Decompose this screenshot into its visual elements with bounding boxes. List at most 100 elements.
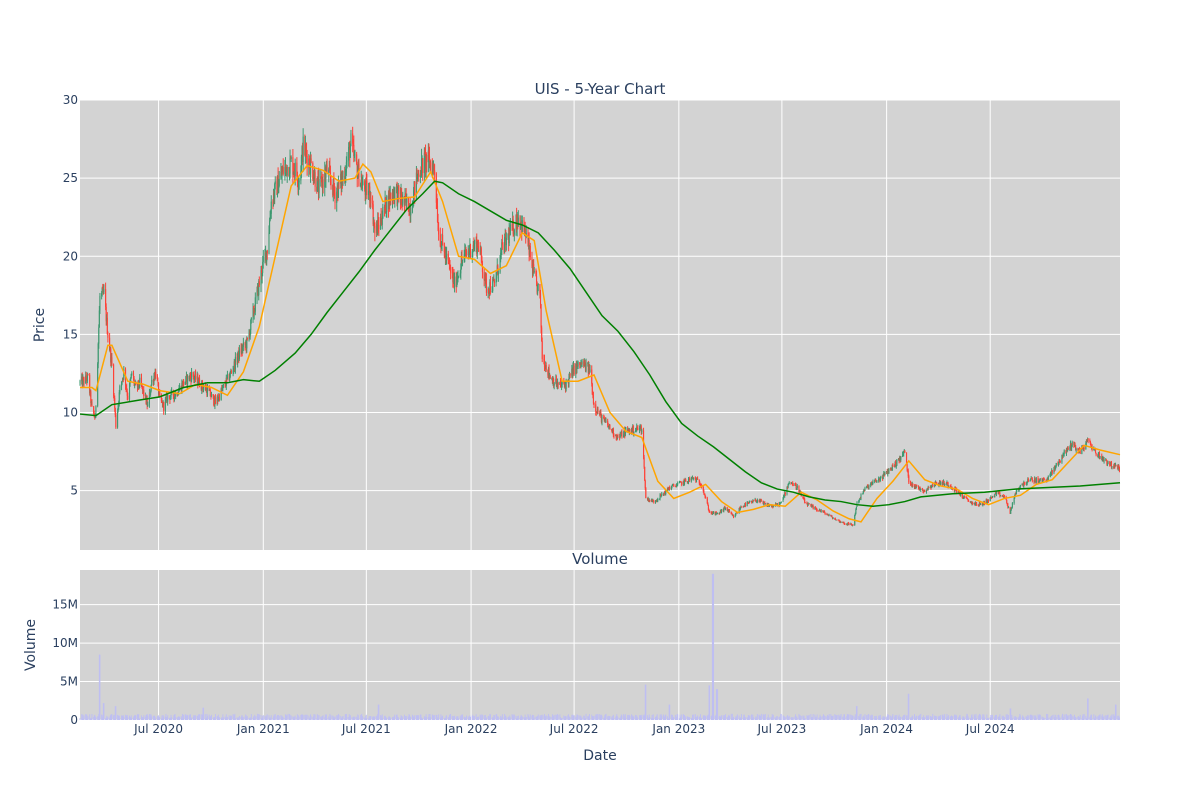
candlestick: [458, 276, 459, 279]
candlestick: [976, 502, 977, 506]
candlestick: [323, 174, 324, 194]
volume-bar: [566, 716, 567, 720]
candle-body: [247, 338, 248, 339]
candlestick: [474, 240, 475, 252]
candlestick: [688, 477, 689, 484]
candlestick: [733, 515, 734, 519]
candlestick: [215, 394, 216, 404]
candlestick: [394, 187, 395, 208]
candlestick: [745, 502, 746, 507]
candlestick: [422, 158, 423, 181]
candle-body: [113, 365, 114, 396]
volume-bar: [677, 714, 678, 720]
price-plot-area: [80, 100, 1120, 550]
candle-body: [151, 380, 152, 385]
volume-plot-area: [80, 570, 1120, 720]
candlestick: [498, 270, 499, 281]
volume-bar: [857, 706, 858, 720]
candle-body: [1118, 465, 1119, 466]
candle-body: [390, 193, 391, 200]
candle-body: [291, 157, 292, 159]
volume-bar: [119, 718, 120, 720]
candlestick: [79, 380, 80, 386]
price-y-tick-label: 30: [63, 93, 78, 107]
candle-body: [131, 374, 132, 375]
candlestick: [334, 186, 335, 209]
candlestick: [546, 362, 547, 372]
candlestick: [386, 195, 387, 218]
candlestick: [283, 158, 284, 175]
candle-body: [326, 165, 327, 173]
volume-bar: [888, 715, 889, 720]
candlestick: [438, 222, 439, 241]
volume-bar: [574, 715, 575, 720]
volume-bar: [370, 716, 371, 720]
candlestick: [749, 500, 750, 503]
candlestick: [486, 273, 487, 296]
volume-bar: [315, 715, 316, 720]
volume-bar: [586, 714, 587, 720]
volume-bar: [155, 718, 156, 720]
candlestick: [107, 312, 108, 335]
candle-body: [506, 238, 507, 245]
candle-body: [821, 510, 822, 512]
volume-bar: [418, 715, 419, 720]
volume-bar: [514, 715, 515, 720]
candle-body: [621, 432, 622, 437]
candle-body: [669, 487, 670, 489]
volume-bar: [737, 714, 738, 720]
volume-bar: [609, 716, 610, 720]
volume-bar: [689, 717, 690, 720]
volume-bar: [749, 716, 750, 720]
candlestick: [741, 506, 742, 507]
candle-body: [1048, 476, 1049, 480]
candlestick: [514, 229, 515, 242]
volume-bar: [773, 715, 774, 720]
candlestick: [111, 353, 112, 366]
candlestick: [219, 394, 220, 402]
candle-body: [358, 164, 359, 186]
candle-body: [514, 230, 515, 234]
candlestick: [999, 492, 1000, 498]
volume-bar: [613, 718, 614, 720]
candle-body: [251, 318, 252, 320]
candlestick: [1088, 438, 1089, 443]
candle-body: [546, 365, 547, 370]
candlestick: [924, 489, 925, 492]
candlestick: [1110, 465, 1111, 466]
candle-body: [753, 501, 754, 502]
candle-body: [414, 181, 415, 195]
candle-body: [848, 524, 849, 525]
candlestick: [645, 487, 646, 498]
candlestick: [315, 169, 316, 191]
candlestick: [753, 500, 754, 502]
candlestick: [1000, 495, 1001, 496]
candle-body: [454, 276, 455, 287]
candlestick: [319, 170, 320, 198]
volume-bar: [801, 716, 802, 720]
candlestick: [717, 512, 718, 514]
candle-body: [1110, 465, 1111, 466]
candlestick: [354, 150, 355, 162]
volume-bar: [319, 715, 320, 720]
candlestick: [1100, 456, 1101, 459]
candle-body: [829, 515, 830, 516]
candle-body: [689, 479, 690, 481]
volume-bar: [227, 717, 228, 720]
candlestick: [98, 324, 99, 348]
candlestick: [83, 377, 84, 387]
volume-bar: [159, 717, 160, 720]
candle-body: [167, 395, 168, 401]
volume-bar: [143, 715, 144, 720]
volume-bar: [849, 714, 850, 720]
volume-bar: [705, 716, 706, 720]
candlestick: [605, 418, 606, 423]
candlestick: [303, 128, 304, 172]
candlestick: [980, 503, 981, 505]
candle-body: [354, 154, 355, 155]
candle-body: [745, 503, 746, 506]
volume-bar: [649, 717, 650, 720]
volume-bar: [813, 714, 814, 720]
volume-bar: [139, 718, 140, 720]
